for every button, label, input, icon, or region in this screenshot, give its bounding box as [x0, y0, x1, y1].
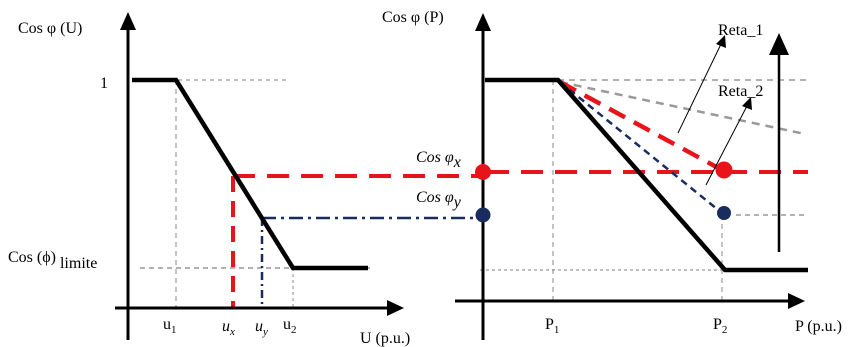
right-characteristic-curve	[485, 77, 808, 273]
right-range-arrow-head	[769, 33, 789, 55]
left-characteristic-curve	[132, 77, 368, 271]
tick-p2: P2	[713, 316, 727, 336]
right-y-axis-arrow	[475, 13, 491, 31]
marker-navy-left	[475, 207, 491, 223]
marker-navy-right	[717, 206, 731, 220]
reta-2-label: Reta_2	[718, 83, 763, 100]
right-chart: Cos φ (P) Reta_1 Reta_2 P1 P2 P (p.u.)	[382, 9, 842, 340]
reta-1-pointer-line	[677, 41, 723, 134]
left-y-tick-one: 1	[100, 75, 108, 92]
tick-ux: ux	[222, 318, 235, 338]
left-limit-label: Cos (ϕ) limite	[8, 249, 97, 272]
left-chart: Cos φ (U) 1 Cos (ϕ) limite u1 ux uy u2 U …	[8, 12, 480, 347]
reta-2-pointer-line	[705, 103, 749, 186]
tick-p1: P1	[545, 316, 559, 336]
reta-1-pointer-head	[716, 35, 726, 48]
tick-uy: uy	[255, 318, 268, 338]
left-x-axis-arrow	[387, 300, 404, 316]
marker-red-right	[715, 161, 733, 179]
reta-2-pointer-head	[742, 97, 752, 110]
tick-u1: u1	[163, 316, 177, 336]
cos-phi-y-label: Cos φy	[416, 189, 462, 211]
tick-u2: u2	[283, 316, 297, 336]
cos-phi-x-label: Cos φx	[416, 149, 461, 171]
reta-1-label: Reta_1	[718, 22, 763, 39]
left-y-axis-arrow	[120, 12, 136, 30]
right-red-diagonal	[558, 80, 724, 172]
cos-phi-annotations: Cos φx Cos φy	[416, 149, 462, 211]
left-x-axis-label: U (p.u.)	[360, 330, 410, 347]
right-y-axis-label: Cos φ (P)	[382, 9, 444, 26]
left-y-axis-label: Cos φ (U)	[18, 20, 82, 37]
right-x-axis-label: P (p.u.)	[795, 318, 842, 335]
right-navy-diagonal	[559, 81, 723, 214]
right-x-axis-arrow	[788, 293, 805, 309]
marker-red-left	[475, 164, 491, 180]
